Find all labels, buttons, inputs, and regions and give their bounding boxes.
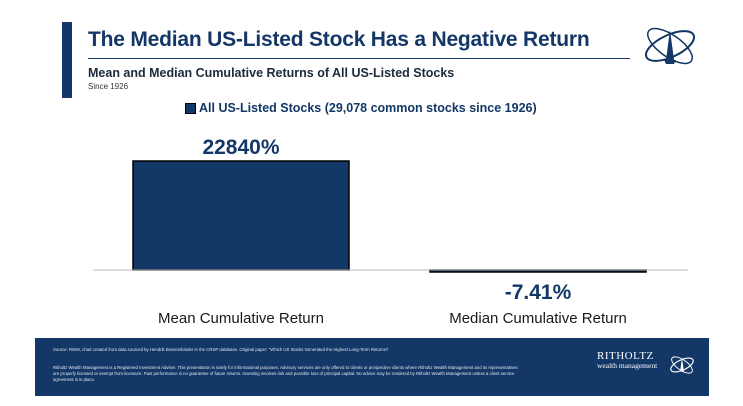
category-label-mean: Mean Cumulative Return	[158, 310, 324, 327]
since-note: Since 1926	[88, 82, 129, 91]
footer-banner: Source: RWM, chart created from data sou…	[35, 338, 709, 396]
bar-chart: 22840% Mean Cumulative Return -7.41% Median…	[93, 136, 688, 327]
legend-swatch	[185, 102, 196, 114]
data-label-mean: 22840%	[202, 136, 279, 159]
ritholtz-footer-logo-icon	[670, 356, 694, 374]
chart-legend: All US-Listed Stocks (29,078 common stoc…	[185, 101, 537, 115]
footer-disclaimer: Ritholtz Wealth Management is a Register…	[53, 365, 518, 382]
brand-tagline: wealth management	[597, 361, 658, 370]
title-divider	[88, 58, 630, 59]
ritholtz-logo-icon	[644, 27, 696, 65]
page-title: The Median US-Listed Stock Has a Negativ…	[88, 28, 590, 51]
brand-name: RITHOLTZ	[597, 350, 654, 362]
category-label-median: Median Cumulative Return	[449, 310, 627, 327]
footer-brand: RITHOLTZ wealth management	[597, 350, 658, 371]
data-label-median: -7.41%	[505, 281, 572, 304]
bar-mean	[132, 160, 350, 271]
chart-subtitle: Mean and Median Cumulative Returns of Al…	[88, 66, 455, 80]
legend-label: All US-Listed Stocks (29,078 common stoc…	[199, 101, 537, 115]
title-accent-bar	[62, 22, 72, 98]
footer-source: Source: RWM, chart created from data sou…	[53, 347, 389, 352]
